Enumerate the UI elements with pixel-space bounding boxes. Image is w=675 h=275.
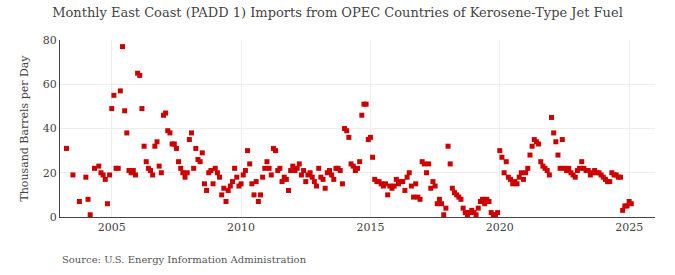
svg-text:40: 40 (43, 122, 57, 135)
svg-text:2010: 2010 (227, 221, 255, 234)
svg-text:Monthly East Coast (PADD 1) Im: Monthly East Coast (PADD 1) Imports from… (52, 5, 623, 20)
svg-text:60: 60 (43, 78, 57, 91)
svg-text:2015: 2015 (356, 221, 384, 234)
svg-text:2020: 2020 (486, 221, 514, 234)
svg-text:2025: 2025 (615, 221, 643, 234)
svg-text:20: 20 (43, 167, 57, 180)
svg-text:2005: 2005 (98, 221, 126, 234)
svg-text:80: 80 (43, 34, 57, 47)
svg-text:Source: U.S. Energy Informatio: Source: U.S. Energy Information Administ… (62, 254, 307, 265)
svg-text:Thousand Barrels per Day: Thousand Barrels per Day (18, 55, 31, 202)
svg-text:0: 0 (50, 211, 57, 224)
